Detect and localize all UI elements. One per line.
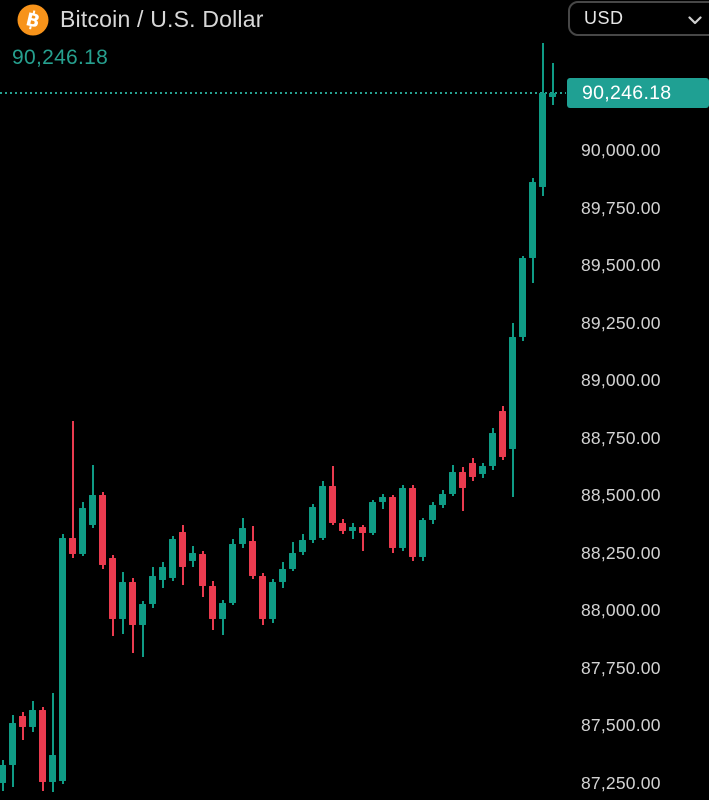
candle-up	[379, 497, 386, 502]
candle-down	[69, 537, 76, 554]
candle-up	[519, 258, 526, 338]
price-scale-tick: 89,000.00	[581, 370, 661, 390]
candle-down	[259, 575, 266, 620]
candle-up	[89, 495, 96, 525]
candle-up-wick	[141, 600, 144, 658]
candle-up-wick	[51, 692, 54, 792]
candle-up	[479, 466, 486, 475]
candle-down	[19, 715, 26, 728]
candle-down-wick	[461, 467, 464, 512]
candle-down	[129, 582, 136, 625]
price-scale-tick: 89,250.00	[581, 312, 661, 333]
candle-up	[149, 575, 156, 605]
candle-down-wick	[71, 421, 74, 559]
candle-up	[189, 552, 196, 561]
candle-up	[449, 472, 456, 494]
candle-up-wick	[551, 62, 554, 106]
candle-up-wick	[351, 522, 354, 539]
candle-down	[409, 488, 416, 558]
chart-area[interactable]	[0, 0, 566, 800]
candle-up	[159, 567, 166, 581]
currency-selector-button[interactable]: USD	[568, 1, 709, 36]
candle-up	[59, 537, 66, 782]
candle-up	[319, 485, 326, 538]
candle-up	[509, 337, 516, 449]
candle-down	[339, 522, 346, 531]
chart-header: B Bitcoin / U.S. Dollar USD 90,246.18	[0, 0, 709, 75]
candle-up	[219, 603, 226, 620]
candle-down	[249, 541, 256, 576]
price-scale-tick: 89,500.00	[581, 255, 661, 275]
candle-down	[389, 497, 396, 548]
candle-up	[429, 505, 436, 521]
candle-down	[469, 462, 476, 477]
candle-up	[139, 604, 146, 625]
price-scale-tick: 89,750.00	[581, 197, 661, 218]
candle-up	[439, 493, 446, 506]
candle-up	[239, 528, 246, 545]
candle-up	[529, 182, 536, 259]
candle-up	[549, 93, 556, 98]
candle-down-wick	[361, 524, 364, 551]
candle-down	[99, 495, 106, 566]
price-scale[interactable]: 90,000.00 89,750.00 89,500.00 89,250.00 89,0…	[566, 0, 709, 800]
candle-up	[309, 506, 316, 540]
candle-down	[179, 531, 186, 568]
svg-text:B: B	[24, 9, 42, 33]
price-scale-tick: 88,500.00	[581, 485, 661, 505]
candle-up	[79, 507, 86, 554]
price-scale-tick: 88,250.00	[581, 542, 661, 563]
price-scale-tick: 87,750.00	[581, 657, 661, 678]
price-scale-tick: 88,750.00	[581, 427, 661, 448]
candle-down	[109, 558, 116, 620]
current-price-badge: 90,246.18	[567, 78, 709, 109]
candle-up	[49, 754, 56, 783]
candle-down	[459, 472, 466, 489]
candle-up	[539, 93, 546, 187]
candle-down	[39, 710, 46, 783]
candle-up	[9, 722, 16, 766]
current-price-badge-label: 90,246.18	[582, 81, 672, 104]
candle-down	[329, 485, 336, 523]
candle-up	[289, 552, 296, 569]
candle-up	[229, 544, 236, 604]
candle-up	[29, 710, 36, 728]
candle-up	[169, 538, 176, 578]
candle-up	[119, 582, 126, 620]
current-price-line	[0, 92, 567, 95]
candle-up	[399, 488, 406, 548]
price-scale-tick: 87,500.00	[581, 715, 661, 735]
candle-up	[299, 539, 306, 553]
candle-up	[279, 568, 286, 583]
candle-up	[349, 527, 356, 531]
candle-up	[369, 501, 376, 533]
bitcoin-logo-icon: B	[17, 4, 49, 36]
candle-down	[359, 527, 366, 533]
candle-down	[209, 585, 216, 620]
header-last-price: 90,246.18	[12, 46, 109, 69]
candle-up	[269, 582, 276, 620]
candle-up	[419, 520, 426, 558]
price-scale-tick: 90,000.00	[581, 140, 661, 160]
currency-selector-label: USD	[584, 8, 624, 28]
price-scale-tick: 87,250.00	[581, 772, 661, 793]
candle-up	[0, 765, 6, 783]
symbol-title: Bitcoin / U.S. Dollar	[60, 6, 264, 32]
candle-down	[199, 553, 206, 586]
price-scale-tick: 88,000.00	[581, 600, 661, 620]
candle-down	[499, 411, 506, 458]
chevron-down-icon	[688, 16, 702, 25]
candle-up	[489, 432, 496, 467]
